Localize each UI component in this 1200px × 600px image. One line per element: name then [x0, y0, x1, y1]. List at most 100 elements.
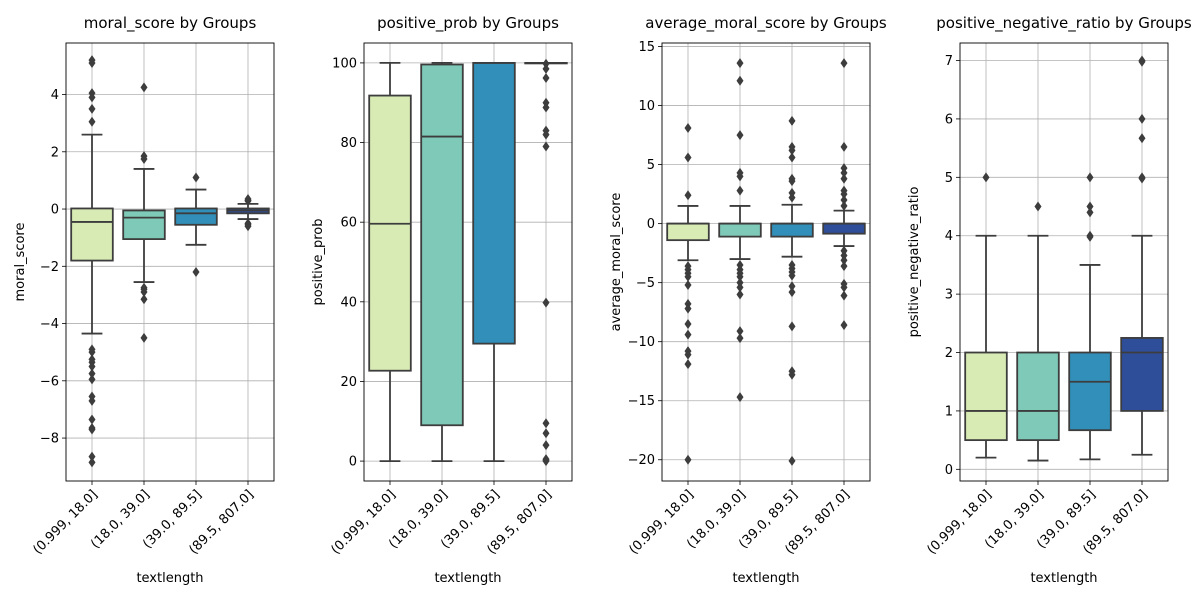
- box-iqr: [70, 207, 114, 262]
- outlier-point: [788, 321, 796, 332]
- outlier-point: [684, 280, 692, 291]
- outlier-point: [840, 189, 848, 200]
- y-tick-label: 0: [945, 463, 953, 478]
- outlier-point: [736, 58, 744, 69]
- outlier-point: [88, 103, 96, 114]
- box-4: [524, 58, 568, 467]
- outlier-point: [88, 116, 96, 127]
- outlier-point: [684, 318, 692, 329]
- outlier-point: [244, 221, 252, 232]
- outlier-point: [542, 418, 550, 429]
- outlier-point: [684, 329, 692, 340]
- y-tick-label: −8: [40, 432, 59, 447]
- outlier-point: [88, 58, 96, 69]
- outlier-point: [542, 63, 550, 74]
- y-tick-label: 5: [945, 171, 953, 186]
- outlier-point: [736, 171, 744, 182]
- box-iqr: [822, 222, 866, 235]
- outlier-point: [736, 326, 744, 337]
- box-iqr: [1120, 337, 1164, 412]
- y-tick-label: 1: [945, 404, 953, 419]
- y-tick-label: −20: [628, 453, 655, 468]
- outlier-point: [140, 332, 148, 343]
- outlier-point: [736, 185, 744, 196]
- x-tick-label: (0.999, 18.0]: [30, 487, 100, 557]
- y-tick-label: 5: [647, 158, 655, 173]
- y-tick-label: 2: [945, 346, 953, 361]
- outlier-point: [542, 129, 550, 140]
- outlier-point: [140, 294, 148, 305]
- y-tick-label: −4: [40, 317, 59, 332]
- box-iqr: [122, 209, 166, 240]
- y-tick-label: 15: [638, 40, 655, 55]
- y-tick-label: −2: [40, 260, 59, 275]
- y-tick-label: 0: [647, 217, 655, 232]
- outlier-point: [840, 173, 848, 184]
- y-tick-label: 7: [945, 54, 953, 69]
- outlier-point: [88, 424, 96, 435]
- axes-frame: [661, 42, 871, 482]
- outlier-point: [788, 270, 796, 281]
- box-iqr: [420, 63, 464, 427]
- outlier-point: [684, 123, 692, 134]
- outlier-point: [736, 282, 744, 293]
- outlier-point: [542, 440, 550, 451]
- outlier-point: [840, 200, 848, 211]
- box-1: [368, 62, 412, 462]
- outlier-point: [542, 73, 550, 84]
- outlier-point: [788, 192, 796, 203]
- outlier-point: [982, 172, 990, 183]
- outlier-point: [88, 395, 96, 406]
- outlier-point: [840, 195, 848, 206]
- y-tick-label: 10: [638, 99, 655, 114]
- y-tick-label: 0: [349, 455, 357, 470]
- outlier-point: [1138, 56, 1146, 67]
- box-1: [70, 55, 114, 468]
- outlier-point: [736, 271, 744, 282]
- box-iqr: [174, 207, 218, 226]
- axes-frame: [959, 42, 1169, 482]
- x-axis-label: textlength: [732, 571, 799, 586]
- axes-frame: [65, 42, 275, 482]
- outlier-point: [88, 451, 96, 462]
- outlier-point: [192, 172, 200, 183]
- y-tick-label: 80: [340, 136, 357, 151]
- outlier-point: [788, 281, 796, 292]
- box-iqr: [1016, 351, 1060, 442]
- outlier-point: [244, 196, 252, 207]
- outlier-point: [542, 456, 550, 467]
- y-tick-label: −6: [40, 374, 59, 389]
- y-axis-label: average_moral_score: [609, 193, 624, 332]
- outlier-point: [684, 454, 692, 465]
- outlier-point: [88, 347, 96, 358]
- outlier-point: [788, 369, 796, 380]
- outlier-point: [1138, 173, 1146, 184]
- y-tick-label: 100: [332, 56, 357, 71]
- x-tick-label: (0.999, 18.0]: [924, 487, 994, 557]
- outlier-point: [788, 145, 796, 156]
- outlier-point: [684, 303, 692, 314]
- outlier-point: [736, 75, 744, 86]
- outlier-point: [684, 271, 692, 282]
- box-2: [718, 58, 762, 403]
- y-tick-label: 4: [51, 88, 59, 103]
- outlier-point: [736, 289, 744, 300]
- outlier-point: [1034, 201, 1042, 212]
- outlier-point: [88, 414, 96, 425]
- outlier-point: [1086, 172, 1094, 183]
- outlier-point: [88, 92, 96, 103]
- outlier-point: [542, 297, 550, 308]
- y-axis-label: moral_score: [13, 223, 28, 302]
- y-tick-label: 6: [945, 112, 953, 127]
- box-3: [472, 62, 516, 462]
- axes-frame: [363, 42, 573, 482]
- y-tick-label: 0: [51, 203, 59, 218]
- chart-title: average_moral_score by Groups: [645, 14, 887, 33]
- chart-title: moral_score by Groups: [84, 14, 257, 33]
- outlier-point: [736, 392, 744, 403]
- outlier-point: [788, 152, 796, 163]
- box-iqr: [368, 94, 412, 372]
- box-4: [1120, 55, 1164, 456]
- y-tick-label: −5: [636, 276, 655, 291]
